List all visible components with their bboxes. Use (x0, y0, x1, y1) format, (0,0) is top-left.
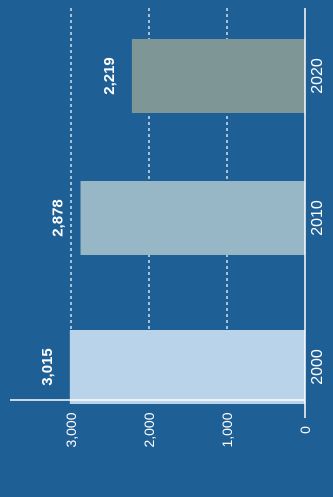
bar-2020 (131, 39, 305, 113)
category-label-2000: 2000 (309, 349, 326, 385)
category-axis: 2000 2010 2020 (309, 58, 326, 385)
category-label-2010: 2010 (309, 200, 326, 236)
value-axis: 0 1,000 2,000 3,000 (10, 8, 313, 448)
value-tick-label: 2,000 (141, 412, 157, 447)
value-tick-label: 0 (297, 426, 313, 434)
value-tick-label: 3,000 (63, 412, 79, 447)
value-tick-label: 1,000 (219, 412, 235, 447)
data-labels: 3,015 2,878 2,219 (39, 57, 118, 386)
data-label-2010: 2,878 (50, 199, 67, 237)
data-label-2000: 3,015 (39, 348, 56, 386)
category-label-2020: 2020 (309, 58, 326, 94)
bar-2000 (69, 330, 305, 404)
data-label-2020: 2,219 (101, 57, 118, 95)
bar-2010 (80, 181, 306, 255)
bars (69, 39, 306, 404)
